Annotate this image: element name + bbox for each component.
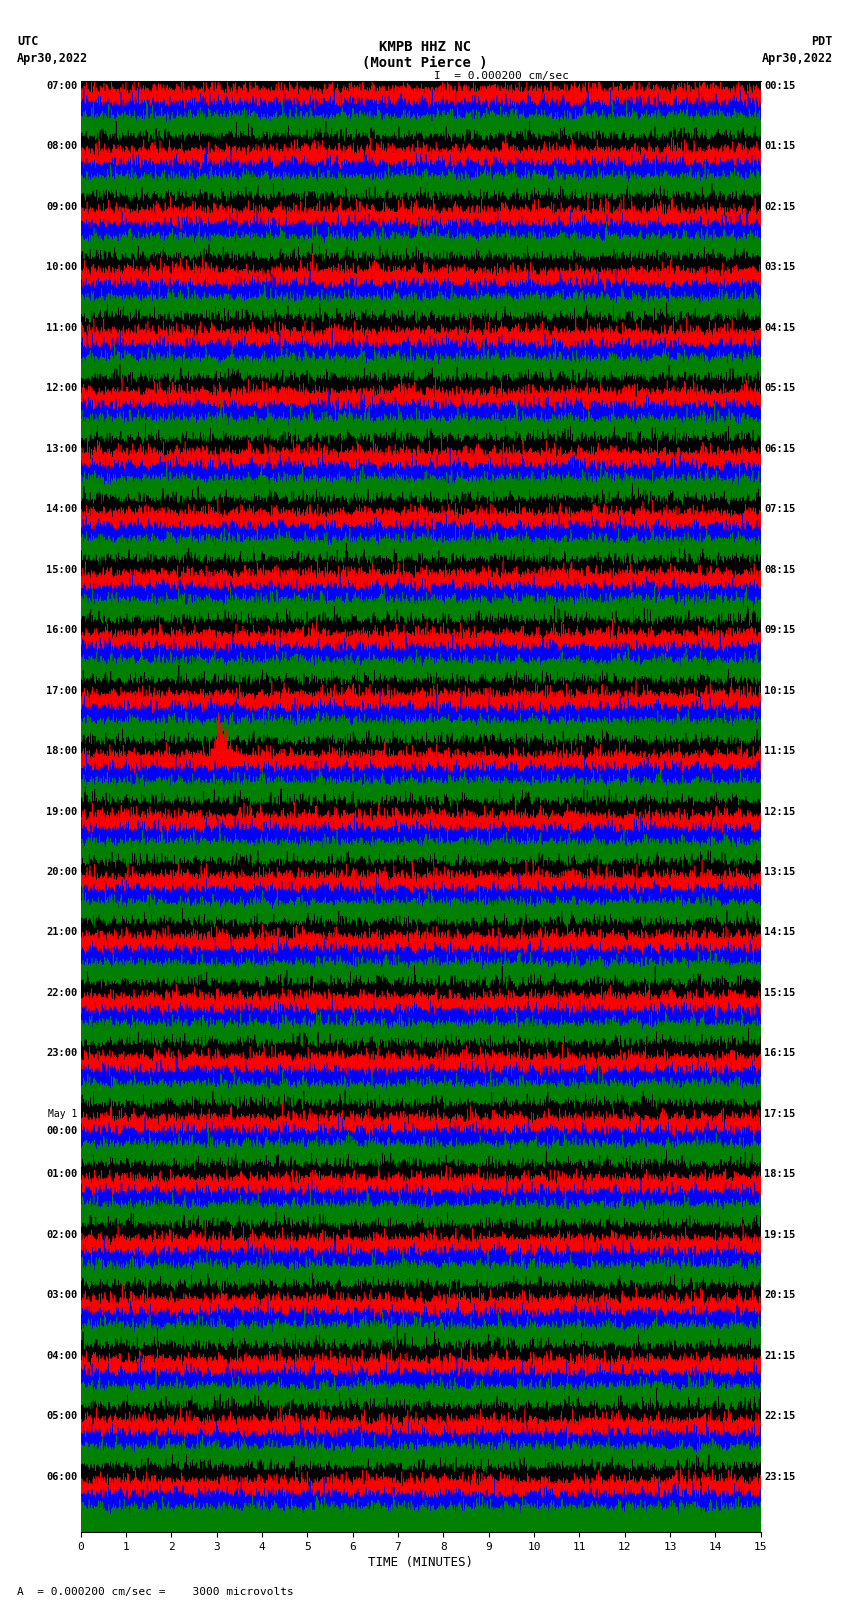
Text: 06:15: 06:15 xyxy=(764,444,796,453)
Text: 05:15: 05:15 xyxy=(764,384,796,394)
Text: 06:00: 06:00 xyxy=(46,1471,77,1482)
Text: 13:15: 13:15 xyxy=(764,868,796,877)
Text: 03:15: 03:15 xyxy=(764,263,796,273)
Text: 14:15: 14:15 xyxy=(764,927,796,937)
Text: UTC: UTC xyxy=(17,35,38,48)
Text: 19:00: 19:00 xyxy=(46,806,77,816)
Text: Apr30,2022: Apr30,2022 xyxy=(17,52,88,65)
Text: 20:15: 20:15 xyxy=(764,1290,796,1300)
Text: 02:00: 02:00 xyxy=(46,1231,77,1240)
Text: 01:00: 01:00 xyxy=(46,1169,77,1179)
Text: 19:15: 19:15 xyxy=(764,1231,796,1240)
Text: 17:00: 17:00 xyxy=(46,686,77,695)
Text: 21:00: 21:00 xyxy=(46,927,77,937)
Text: 15:15: 15:15 xyxy=(764,987,796,998)
Text: 00:00: 00:00 xyxy=(46,1126,77,1136)
Text: 07:15: 07:15 xyxy=(764,503,796,515)
Text: 02:15: 02:15 xyxy=(764,202,796,211)
Text: 10:15: 10:15 xyxy=(764,686,796,695)
Text: 09:15: 09:15 xyxy=(764,626,796,636)
Text: PDT: PDT xyxy=(812,35,833,48)
X-axis label: TIME (MINUTES): TIME (MINUTES) xyxy=(368,1557,473,1569)
Text: 22:00: 22:00 xyxy=(46,987,77,998)
Text: 11:15: 11:15 xyxy=(764,747,796,756)
Text: KMPB HHZ NC: KMPB HHZ NC xyxy=(379,40,471,55)
Text: 14:00: 14:00 xyxy=(46,503,77,515)
Text: 23:15: 23:15 xyxy=(764,1471,796,1482)
Text: 12:00: 12:00 xyxy=(46,384,77,394)
Text: 23:00: 23:00 xyxy=(46,1048,77,1058)
Text: 16:15: 16:15 xyxy=(764,1048,796,1058)
Text: 05:00: 05:00 xyxy=(46,1411,77,1421)
Text: 16:00: 16:00 xyxy=(46,626,77,636)
Text: 22:15: 22:15 xyxy=(764,1411,796,1421)
Text: A  = 0.000200 cm/sec =    3000 microvolts: A = 0.000200 cm/sec = 3000 microvolts xyxy=(17,1587,294,1597)
Text: 20:00: 20:00 xyxy=(46,868,77,877)
Text: 18:00: 18:00 xyxy=(46,747,77,756)
Text: 17:15: 17:15 xyxy=(764,1110,796,1119)
Text: 09:00: 09:00 xyxy=(46,202,77,211)
Text: 00:15: 00:15 xyxy=(764,81,796,90)
Text: 04:15: 04:15 xyxy=(764,323,796,332)
Text: 18:15: 18:15 xyxy=(764,1169,796,1179)
Text: 01:15: 01:15 xyxy=(764,142,796,152)
Text: 13:00: 13:00 xyxy=(46,444,77,453)
Text: (Mount Pierce ): (Mount Pierce ) xyxy=(362,56,488,71)
Text: I  = 0.000200 cm/sec: I = 0.000200 cm/sec xyxy=(434,71,569,81)
Text: 04:00: 04:00 xyxy=(46,1352,77,1361)
Text: 10:00: 10:00 xyxy=(46,263,77,273)
Text: Apr30,2022: Apr30,2022 xyxy=(762,52,833,65)
Text: 08:15: 08:15 xyxy=(764,565,796,574)
Text: 21:15: 21:15 xyxy=(764,1352,796,1361)
Text: 08:00: 08:00 xyxy=(46,142,77,152)
Text: May 1: May 1 xyxy=(48,1110,77,1119)
Text: 11:00: 11:00 xyxy=(46,323,77,332)
Text: 03:00: 03:00 xyxy=(46,1290,77,1300)
Text: 15:00: 15:00 xyxy=(46,565,77,574)
Text: 07:00: 07:00 xyxy=(46,81,77,90)
Text: 12:15: 12:15 xyxy=(764,806,796,816)
